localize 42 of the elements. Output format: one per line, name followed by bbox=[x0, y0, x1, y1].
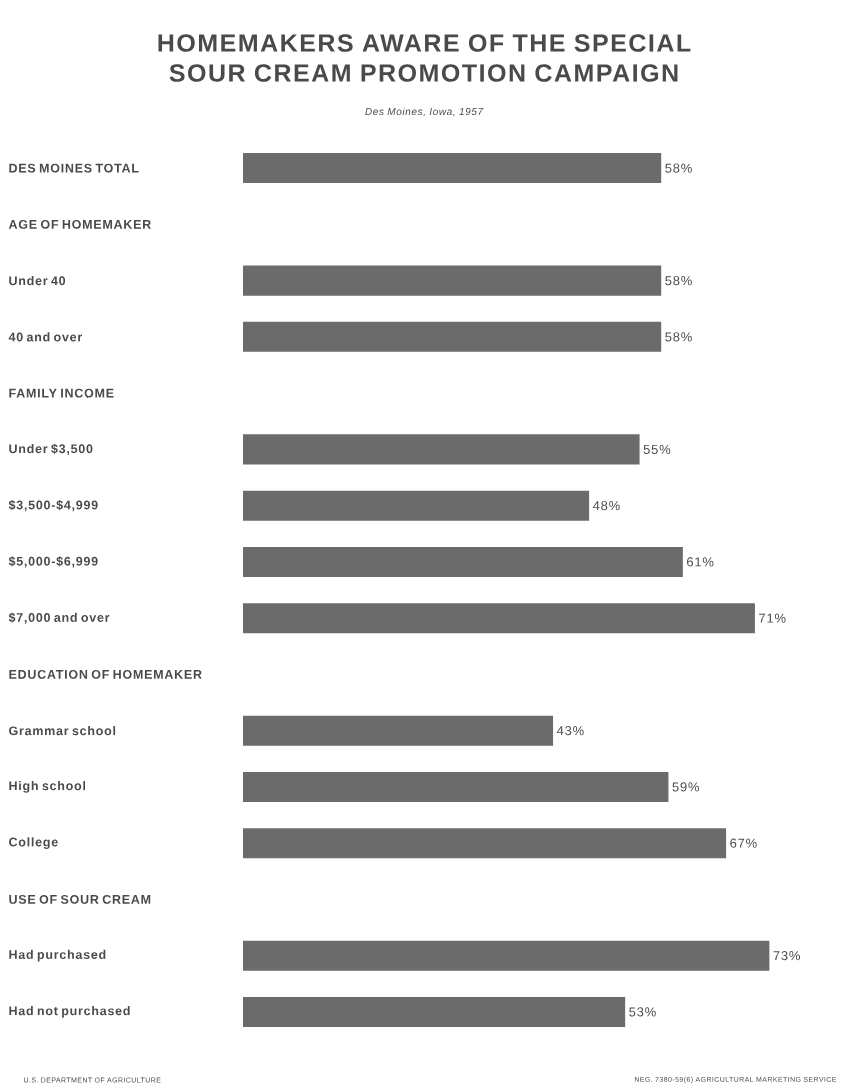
bar bbox=[243, 546, 683, 577]
bar bbox=[243, 321, 662, 352]
data-label: 48% bbox=[592, 501, 620, 511]
y-tick-label: Under 40 bbox=[9, 276, 66, 286]
data-label: 67% bbox=[730, 838, 757, 848]
y-tick-label: FAMILY INCOME bbox=[9, 388, 114, 398]
data-label: 55% bbox=[643, 444, 671, 454]
y-tick-label: Grammar school bbox=[9, 726, 116, 736]
bar bbox=[243, 828, 727, 859]
data-label: 61% bbox=[687, 557, 714, 567]
data-label: 59% bbox=[672, 782, 700, 792]
bar bbox=[243, 715, 554, 746]
data-label: 73% bbox=[773, 951, 801, 961]
y-tick-label: College bbox=[9, 837, 58, 849]
bar bbox=[243, 153, 662, 184]
y-tick-label: EDUCATION OF HOMEMAKER bbox=[9, 669, 202, 679]
data-label: 58% bbox=[665, 276, 692, 286]
y-tick-label: Under $3,500 bbox=[9, 443, 93, 455]
data-label: 58% bbox=[665, 163, 692, 173]
bar bbox=[243, 434, 640, 465]
y-tick-label: $3,500-$4,999 bbox=[8, 500, 98, 512]
bar bbox=[243, 490, 590, 521]
data-label: 53% bbox=[629, 1007, 656, 1017]
bar bbox=[243, 996, 626, 1027]
y-tick-label: $5,000-$6,999 bbox=[8, 556, 98, 568]
y-tick-label: $7,000 and over bbox=[8, 612, 110, 624]
y-tick-label: DES MOINES TOTAL bbox=[9, 163, 139, 173]
data-label: 58% bbox=[665, 332, 692, 342]
data-label: 43% bbox=[556, 726, 584, 736]
bar bbox=[243, 265, 662, 296]
bar bbox=[243, 940, 770, 971]
bar bbox=[243, 771, 669, 802]
chart-title: HOMEMAKERS AWARE OF THE SPECIAL SOUR CREAM PROMOTION CAMPAIGN bbox=[158, 34, 691, 82]
y-tick-label: 40 and over bbox=[8, 332, 83, 342]
bar bbox=[243, 603, 755, 634]
chart-subtitle: Des Moines, Iowa, 1957 bbox=[365, 107, 484, 117]
y-tick-label: Had not purchased bbox=[9, 1006, 130, 1018]
y-tick-label: AGE OF HOMEMAKER bbox=[8, 219, 151, 229]
y-tick-label: USE OF SOUR CREAM bbox=[9, 894, 151, 904]
y-tick-label: Had purchased bbox=[9, 949, 106, 962]
y-tick-label: High school bbox=[9, 781, 86, 793]
data-label: 71% bbox=[759, 613, 786, 623]
